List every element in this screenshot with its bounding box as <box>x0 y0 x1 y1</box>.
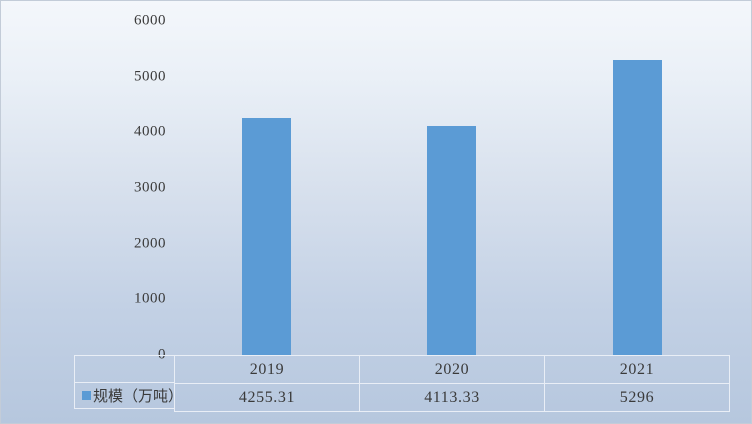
y-tick-label-0: 0 <box>158 346 166 363</box>
bar-slot-2020 <box>359 21 544 355</box>
y-tick-label-1000: 1000 <box>134 290 166 307</box>
data-table: 2019 2020 2021 4255.31 4113.33 5296 <box>174 355 730 412</box>
y-axis: 6000 5000 4000 3000 2000 1000 0 <box>104 13 166 362</box>
bar-slot-2021 <box>545 21 730 355</box>
legend-label: 规模（万吨） <box>93 387 184 405</box>
bar-2021[interactable] <box>612 60 662 355</box>
table-cell-category-2020: 2020 <box>359 355 545 384</box>
legend-square-icon <box>82 391 91 400</box>
y-tick-label-3000: 3000 <box>134 179 166 196</box>
bar-2020[interactable] <box>427 126 477 355</box>
legend: 规模（万吨） <box>74 382 183 409</box>
table-cell-category-2019: 2019 <box>174 355 360 384</box>
table-cell-value-2021: 5296 <box>544 383 730 412</box>
bar-2019[interactable] <box>242 118 292 355</box>
table-cell-category-2021: 2021 <box>544 355 730 384</box>
table-legend-stub-cell <box>74 355 175 382</box>
y-tick-label-5000: 5000 <box>134 68 166 85</box>
table-cell-value-2019: 4255.31 <box>174 383 360 412</box>
y-tick-label-4000: 4000 <box>134 123 166 140</box>
y-tick-label-6000: 6000 <box>134 12 166 29</box>
y-tick-label-2000: 2000 <box>134 235 166 252</box>
bar-slot-2019 <box>174 21 359 355</box>
table-cell-value-2020: 4113.33 <box>359 383 545 412</box>
plot-area <box>174 21 730 355</box>
table-row-values: 4255.31 4113.33 5296 <box>174 383 730 412</box>
table-row-header: 2019 2020 2021 <box>174 355 730 384</box>
